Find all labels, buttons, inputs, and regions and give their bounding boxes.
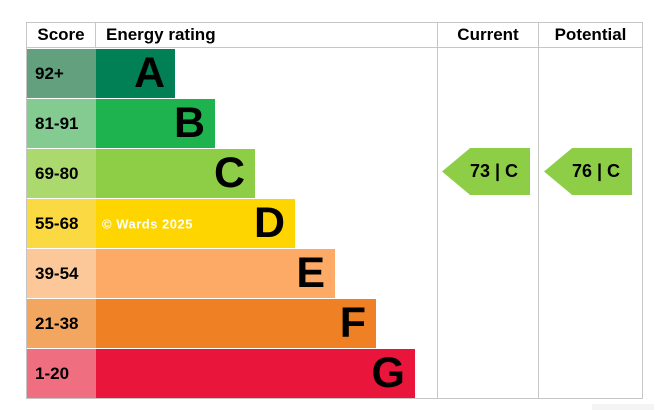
band-letter: G <box>371 349 405 397</box>
band-score-cell: 1-20 <box>27 349 96 398</box>
band-score-cell: 92+ <box>27 49 96 98</box>
potential-arrow: 76 | C <box>544 148 632 195</box>
bands-column: 92+ A 81-91 B 69-80 C 55-68 © Wards 2025… <box>27 48 437 398</box>
band-letter: A <box>133 49 165 97</box>
band-letter: F <box>339 299 366 347</box>
header-energy-rating: Energy rating <box>106 25 216 44</box>
band-bar: B <box>96 99 215 148</box>
band-row-e: 39-54 E <box>27 249 437 298</box>
band-row-d: 55-68 © Wards 2025 D <box>27 199 437 248</box>
band-row-f: 21-38 F <box>27 299 437 348</box>
table-body: 92+ A 81-91 B 69-80 C 55-68 © Wards 2025… <box>27 48 642 398</box>
band-row-b: 81-91 B <box>27 99 437 148</box>
band-bar: A <box>96 49 175 98</box>
band-bar: F <box>96 299 376 348</box>
wards-watermark: © Wards 2025 <box>102 216 193 231</box>
epc-table: Score Energy rating Current Potential 92… <box>26 22 643 399</box>
band-row-g: 1-20 G <box>27 349 437 398</box>
band-score-cell: 39-54 <box>27 249 96 298</box>
band-row-c: 69-80 C <box>27 149 437 198</box>
header-score: Score <box>27 23 96 47</box>
table-header: Score Energy rating Current Potential <box>27 23 642 48</box>
band-letter: B <box>173 99 205 147</box>
band-row-a: 92+ A <box>27 49 437 98</box>
band-score-cell: 81-91 <box>27 99 96 148</box>
band-letter: D <box>253 199 285 247</box>
band-bar: E <box>96 249 335 298</box>
band-score-cell: 55-68 <box>27 199 96 248</box>
band-letter: C <box>213 149 245 197</box>
band-bar: C <box>96 149 255 198</box>
band-score-cell: 21-38 <box>27 299 96 348</box>
band-score-cell: 69-80 <box>27 149 96 198</box>
header-current: Current <box>437 23 538 47</box>
header-potential: Potential <box>538 23 642 47</box>
band-bar: © Wards 2025 D <box>96 199 295 248</box>
current-column <box>437 48 538 398</box>
band-letter: E <box>296 249 325 297</box>
band-bar: G <box>96 349 415 398</box>
faint-corner-watermark <box>592 404 654 410</box>
potential-column <box>538 48 642 398</box>
